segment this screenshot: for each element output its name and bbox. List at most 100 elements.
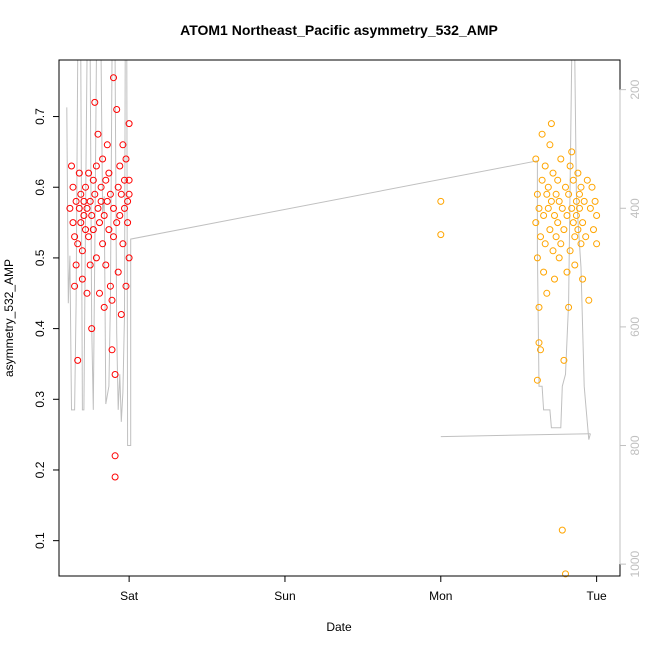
data-point (532, 155, 540, 163)
data-point (105, 169, 113, 177)
data-point (551, 275, 558, 283)
data-point (543, 289, 551, 297)
data-point (560, 226, 568, 234)
data-point (82, 226, 89, 234)
data-point (552, 233, 560, 241)
data-point (537, 233, 544, 241)
data-point (580, 197, 588, 205)
data-point (544, 204, 552, 212)
data-point (100, 303, 108, 311)
data-point (78, 247, 86, 255)
data-point (590, 226, 597, 234)
chart-title: ATOM1 Northeast_Pacific asymmetry_532_AM… (180, 22, 498, 38)
y-axis-label: asymmetry_532_AMP (2, 259, 16, 377)
data-point (577, 183, 585, 191)
data-point (125, 176, 133, 184)
y-tick-label: 0.4 (33, 320, 47, 337)
data-point (83, 289, 91, 297)
data-point (97, 183, 105, 191)
data-point (77, 219, 85, 227)
data-point (555, 197, 563, 205)
data-point (74, 356, 82, 364)
data-point (538, 130, 546, 138)
data-point (91, 190, 99, 198)
data-point (117, 190, 125, 198)
data-point (108, 296, 116, 304)
data-point (99, 240, 107, 248)
data-point (99, 155, 107, 163)
data-point (535, 339, 543, 347)
data-point (102, 261, 110, 269)
data-point (563, 212, 571, 219)
data-point (71, 282, 79, 290)
data-point (124, 197, 132, 205)
data-point (572, 212, 580, 219)
data-point (568, 204, 576, 212)
data-point (554, 176, 562, 184)
data-point (94, 204, 102, 212)
data-point (547, 120, 555, 128)
data-point (94, 130, 102, 138)
data-point (566, 247, 574, 255)
data-point (89, 176, 97, 184)
data-point (437, 231, 445, 239)
data-point (92, 162, 100, 170)
data-point (106, 282, 114, 290)
data-point (541, 162, 549, 170)
data-point (538, 176, 546, 184)
data-point (125, 190, 133, 198)
data-point (86, 197, 94, 205)
data-point (582, 233, 590, 241)
data-point (74, 240, 82, 248)
data-point (546, 141, 554, 149)
data-point (111, 452, 119, 460)
data-point (83, 204, 91, 212)
data-point (89, 226, 97, 234)
scatter-points-layer (66, 74, 601, 578)
data-point (569, 176, 577, 184)
data-point (100, 212, 108, 219)
axes-layer: 0.1 0.2 0.3 0.4 0.5 0.6 0.7 Sat Sun Mon Tue 200 400 6… (33, 59, 642, 603)
data-point (69, 183, 77, 191)
data-point (569, 219, 577, 227)
data-point (533, 190, 541, 198)
data-point (537, 346, 544, 354)
data-point (568, 148, 576, 156)
data-point (437, 197, 445, 205)
data-point (66, 204, 74, 212)
data-point (71, 233, 79, 241)
y-tick-label: 0.3 (33, 391, 47, 408)
data-point (108, 346, 116, 354)
data-point (555, 254, 563, 262)
data-point (91, 98, 99, 106)
data-point (535, 303, 543, 311)
data-point (75, 169, 83, 177)
data-point (68, 162, 75, 170)
data-point (125, 120, 133, 128)
data-point (77, 190, 85, 198)
x-tick-label: Mon (429, 589, 452, 603)
data-point (552, 190, 560, 198)
data-point (78, 275, 86, 283)
data-point (110, 74, 117, 82)
y-tick-label: 0.5 (33, 249, 47, 266)
data-point (565, 303, 573, 311)
data-point (541, 240, 549, 248)
data-point (111, 371, 119, 378)
data-point (558, 204, 566, 212)
data-point (102, 176, 110, 184)
data-point (110, 233, 117, 241)
data-point (591, 197, 599, 205)
data-point (585, 296, 593, 304)
data-point (583, 176, 591, 184)
right-tick-label: 800 (628, 435, 642, 455)
data-point (110, 204, 117, 212)
data-point (588, 183, 596, 191)
data-point (574, 169, 582, 177)
data-point (579, 219, 587, 227)
data-point (593, 212, 601, 219)
x-axis-label: Date (326, 620, 352, 634)
data-point (124, 219, 132, 227)
data-point (113, 106, 121, 113)
